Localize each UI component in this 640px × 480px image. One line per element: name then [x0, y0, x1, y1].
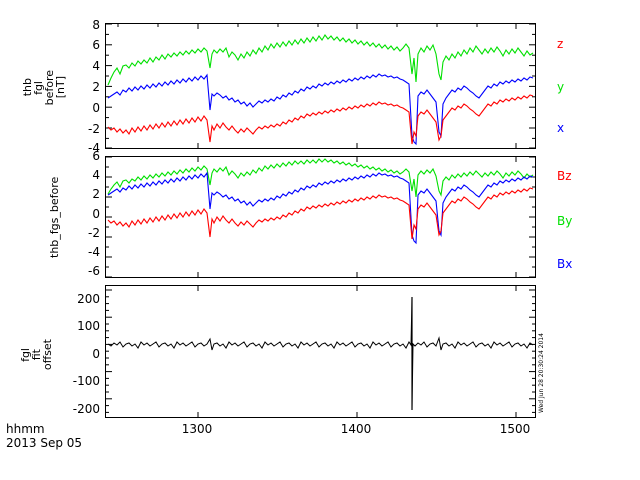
panel-3-ytick-100: 100: [77, 319, 100, 333]
xtick-1400: 1400: [340, 422, 372, 436]
panel-2-ytick-m2: -2: [88, 226, 100, 240]
panel-2-ytick-m4: -4: [88, 245, 100, 259]
panel-2-ytick-m6: -6: [88, 264, 100, 278]
panel-3-left-ticks: [106, 289, 112, 413]
panel-fgl-before: [105, 23, 536, 149]
panel-1-ytick-0: 0: [92, 101, 100, 115]
generation-timestamp: Wed Jun 28 20:30:24 2014: [538, 333, 545, 413]
panel-1-ylabel: thb fgl before [nT]: [16, 40, 72, 135]
panel-3-trace-offset: [107, 296, 534, 411]
panel-2-trace-Bz: [107, 187, 534, 240]
xtick-1300: 1300: [181, 422, 213, 436]
panel-2-plot-area: [106, 157, 535, 277]
panel-fgs-before: [105, 156, 536, 278]
panel-2-trace-By: [107, 158, 534, 198]
panel-1-ytick-4: 4: [92, 59, 100, 73]
panel-1-trace-y: [107, 34, 534, 86]
panel-2-ylabel: thb_fgs_before: [48, 176, 61, 259]
panel-3-ytick-200: 200: [77, 292, 100, 306]
panel-3-right-ticks: [529, 289, 535, 413]
panel-2-ytick-4: 4: [92, 168, 100, 182]
panel-2-legend-Bx: Bx: [557, 257, 573, 271]
panel-2-ytick-6: 6: [92, 149, 100, 163]
panel-3-top-ticks: [197, 286, 517, 291]
panel-3-ytick-0: 0: [92, 347, 100, 361]
panel-1-ytick-m2: -2: [88, 122, 100, 136]
panel-2-left-ticks: [106, 157, 112, 277]
panel-2-legend-Bz: Bz: [557, 169, 572, 183]
panel-1-ytick-m4: -4: [88, 141, 100, 155]
panel-1-plot-area: [106, 24, 535, 148]
panel-1-trace-x: [107, 73, 534, 146]
panel-1-ytick-6: 6: [92, 38, 100, 52]
panel-3-bottom-ticks: [197, 412, 517, 417]
panel-3-ylabel-line-1: fgl: [18, 348, 32, 362]
panel-1-legend-x: x: [557, 121, 565, 135]
panel-3-ylabel-line-3: offset: [40, 339, 54, 371]
panel-1-legend-y: y: [557, 80, 565, 94]
panel-1-bottom-ticks: [197, 143, 517, 148]
panel-fgl-fit-offset: [105, 285, 536, 418]
panel-2-ytick-0: 0: [92, 207, 100, 221]
panel-1-ylabel-line-4: [nT]: [54, 76, 67, 99]
panel-1-legend-z: z: [557, 37, 564, 51]
panel-1-trace-z: [107, 94, 534, 145]
panel-2-trace-Bx: [107, 171, 534, 245]
xaxis-label-date: 2013 Sep 05: [6, 436, 83, 450]
panel-3-ytick-m200: -200: [72, 402, 100, 416]
panel-1-ytick-8: 8: [92, 18, 100, 32]
xaxis-label-hhmm: hhmm: [6, 422, 45, 436]
panel-3-plot-area: [106, 286, 535, 417]
panel-1-right-ticks: [529, 24, 535, 148]
xtick-1500: 1500: [499, 422, 531, 436]
panel-2-ytick-2: 2: [92, 187, 100, 201]
panel-1-ytick-2: 2: [92, 80, 100, 94]
panel-2-legend-By: By: [557, 214, 573, 228]
panel-2-bottom-ticks: [197, 272, 517, 277]
panel-3-ytick-m100: -100: [72, 374, 100, 388]
panel-1-top-ticks: [117, 24, 517, 29]
panel-2-right-ticks: [529, 157, 535, 277]
panel-2-top-ticks: [197, 157, 517, 162]
panel-3-ylabel-line-2: fit: [29, 349, 43, 361]
